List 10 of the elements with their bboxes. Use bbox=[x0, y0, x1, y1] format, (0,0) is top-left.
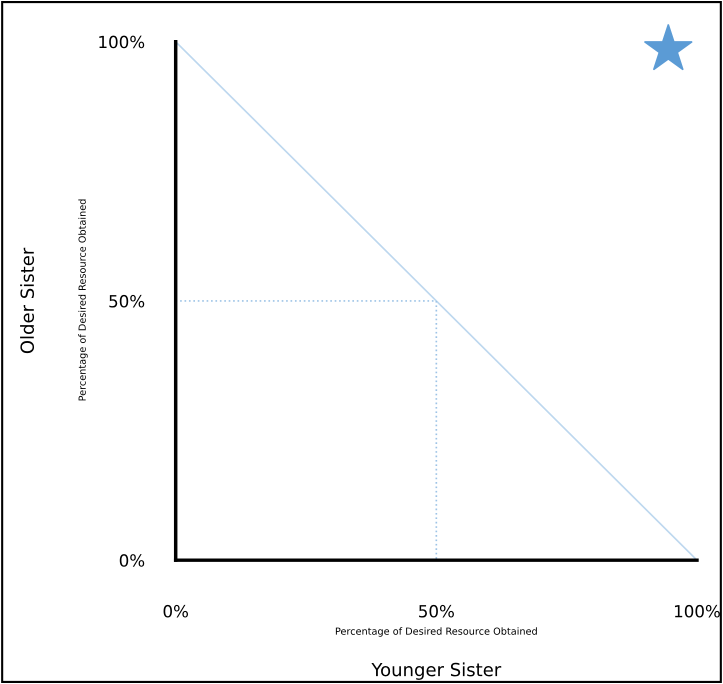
y-tick-label: 0% bbox=[120, 554, 144, 567]
x-tick-label: 0% bbox=[164, 604, 188, 618]
x-tick-label: 100% bbox=[674, 604, 720, 618]
text: Percentage of Desired Resource Obtained bbox=[78, 200, 88, 400]
x-axis-title: Younger Sister bbox=[371, 662, 502, 680]
text: Percentage of Desired Resource Obtained bbox=[336, 627, 537, 637]
x-tick-label: 50% bbox=[419, 604, 454, 618]
y-tick-label: 100% bbox=[99, 36, 144, 48]
y-axis-title: Older Sister bbox=[20, 248, 34, 354]
y-tick-label: 50% bbox=[109, 294, 144, 308]
